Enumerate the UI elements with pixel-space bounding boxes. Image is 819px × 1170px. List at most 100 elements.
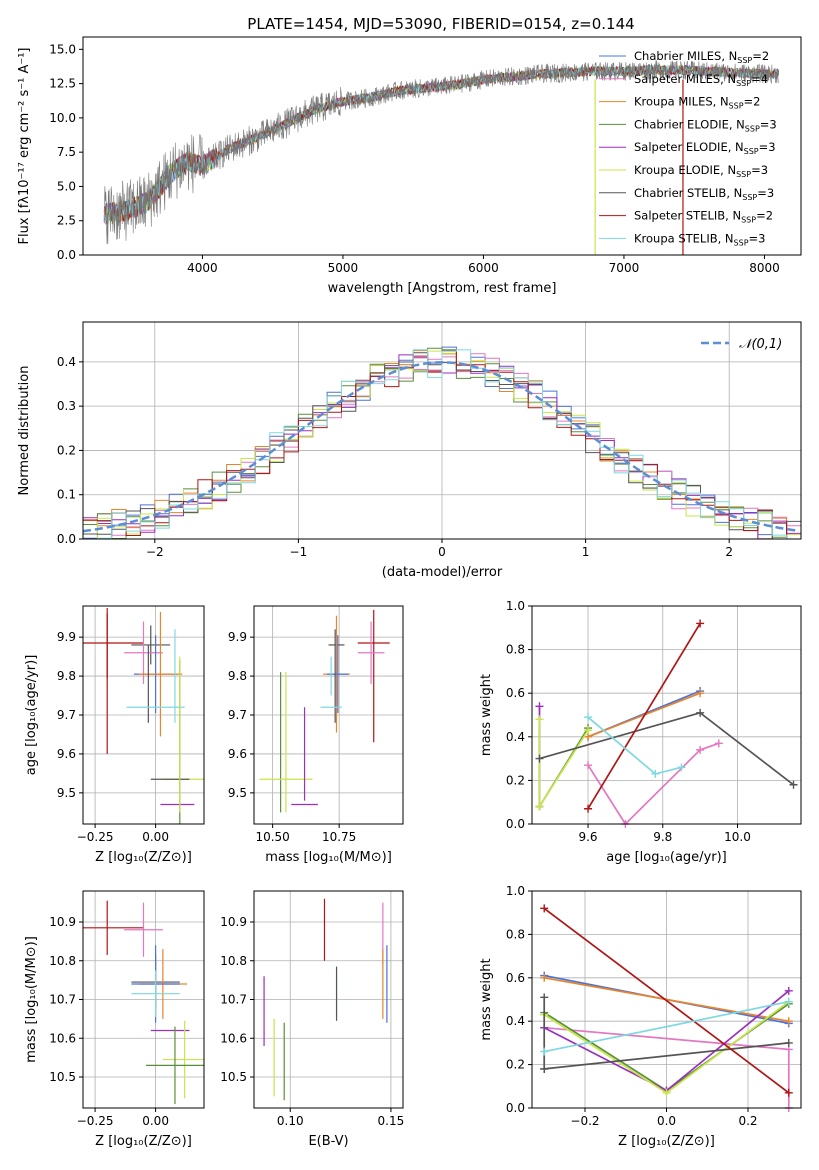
x-tick-label: 10.75 — [322, 830, 356, 844]
y-tick-label: 7.5 — [57, 145, 76, 159]
y-tick-label: 2.5 — [57, 214, 76, 228]
weight-marker-chabrier_stelib — [540, 1064, 549, 1073]
weight-marker-kroupa_stelib — [651, 769, 660, 778]
x-tick-label: 7000 — [609, 261, 640, 275]
axes-mass_vs_ebv: 0.10 0.15 10.5 10.6 10.7 10.8 10.9 E(B-V) — [220, 890, 405, 1149]
y-tick-label: 0.2 — [506, 773, 525, 787]
y-tick-label: 10.9 — [49, 915, 76, 929]
observed-spectrum — [103, 60, 779, 245]
y-tick-label: 10.8 — [220, 954, 247, 968]
x-axis-label: E(B-V) — [308, 1134, 348, 1149]
y-tick-label: 10.7 — [49, 993, 76, 1007]
y-tick-label: 10.0 — [49, 111, 76, 125]
weight-marker-salpeter_stelib — [584, 804, 593, 813]
x-axis-label: age [log₁₀(age/yr)] — [606, 850, 727, 865]
axes-weight_vs_Z: −0.2 0.0 0.2 0.0 0.2 0.4 0.6 0.8 1.0 Z [log₁₀(Z/Z… — [479, 884, 802, 1149]
y-tick-label: 0.3 — [57, 399, 76, 413]
weight-marker-chabrier_stelib — [535, 754, 544, 763]
legend-nssp: =3 — [759, 140, 776, 154]
weight-marker-chabrier_stelib — [540, 993, 549, 1002]
legend-subscript: SSP — [736, 79, 751, 88]
legend-nssp: =3 — [757, 186, 774, 200]
y-tick-label: 9.9 — [228, 630, 247, 644]
axes-age_vs_Z: −0.25 0.00 9.5 9.6 9.7 9.8 9.9 Z [log₁₀(Z/Z⊙)] a… — [24, 605, 205, 865]
y-tick-label: 0.1 — [57, 488, 76, 502]
legend-subscript: SSP — [736, 170, 751, 179]
y-tick-label: 0.0 — [506, 1101, 525, 1115]
weight-marker-kroupa_miles — [696, 689, 705, 698]
axes-mass_vs_Z: −0.25 0.00 10.5 10.6 10.7 10.8 10.9 Z [log₁₀(Z/… — [24, 890, 205, 1149]
weight-line-salpeter_stelib — [587, 622, 701, 810]
y-tick-label: 0.6 — [506, 686, 525, 700]
y-tick-label: 10.6 — [220, 1031, 247, 1045]
figure-title: PLATE=1454, MJD=53090, FIBERID=0154, z=0… — [247, 15, 634, 33]
legend-nssp: =4 — [751, 72, 768, 86]
y-tick-label: 15.0 — [49, 42, 76, 56]
x-tick-label: 9.6 — [578, 830, 597, 844]
x-tick-label: 0.15 — [378, 1114, 405, 1128]
y-tick-label: 10.6 — [49, 1031, 76, 1045]
weight-marker-kroupa_elodie — [535, 802, 544, 811]
weight-line-kroupa_stelib — [587, 716, 682, 775]
y-tick-label: 1.0 — [506, 884, 525, 898]
hist-kroupa_stelib — [83, 349, 801, 539]
y-tick-label: 9.9 — [57, 630, 76, 644]
x-tick-label: 0 — [438, 545, 446, 559]
x-tick-label: 0.0 — [657, 1114, 676, 1128]
y-axis-label: age [log₁₀(age/yr)] — [24, 655, 39, 776]
x-tick-label: −2 — [146, 545, 164, 559]
weight-marker-kroupa_miles — [784, 1017, 793, 1026]
weight-marker-chabrier_stelib — [789, 780, 798, 789]
legend-label-kroupa_miles: Kroupa MILES, NSSP=2 — [634, 95, 760, 111]
y-tick-label: 12.5 — [49, 77, 76, 91]
x-tick-label: 10.50 — [255, 830, 289, 844]
axes-age_vs_mass: 10.50 10.75 9.5 9.6 9.7 9.8 9.9 mass [log₁₀(M/M… — [228, 605, 404, 865]
weight-marker-salpeter_miles — [584, 761, 593, 770]
x-tick-label: 0.2 — [738, 1114, 757, 1128]
legend-label-chabrier_miles: Chabrier MILES, NSSP=2 — [634, 49, 769, 65]
weight-marker-salpeter_miles — [714, 739, 723, 748]
legend-label-kroupa_elodie: Kroupa ELODIE, NSSP=3 — [634, 163, 768, 179]
x-tick-label: 9.8 — [653, 830, 672, 844]
x-axis-label: Z [log₁₀(Z/Z⊙)] — [618, 1134, 715, 1149]
x-tick-label: 5000 — [328, 261, 359, 275]
y-tick-label: 0.6 — [506, 971, 525, 985]
x-tick-label: 4000 — [187, 261, 218, 275]
legend-label-chabrier_elodie: Chabrier ELODIE, NSSP=3 — [634, 117, 777, 133]
y-tick-label: 10.5 — [49, 1070, 76, 1084]
y-axis-label: mass weight — [479, 674, 494, 756]
legend-subscript: SSP — [744, 147, 759, 156]
x-tick-label: 6000 — [468, 261, 499, 275]
legend-nssp: =2 — [752, 49, 769, 63]
weight-marker-kroupa_stelib — [784, 997, 793, 1006]
y-axis-label: Flux [fλ10⁻¹⁷ erg cm⁻² s⁻¹ A⁻¹] — [17, 48, 32, 245]
y-axis-label: mass weight — [479, 958, 494, 1040]
legend-nssp: =3 — [751, 163, 768, 177]
spectrum-legend: Chabrier MILES, NSSP=2 Salpeter MILES, NS… — [599, 49, 777, 247]
y-tick-label: 9.8 — [228, 669, 247, 683]
weight-marker-salpeter_miles — [696, 745, 705, 754]
y-axis-label: Normed distribution — [17, 366, 32, 496]
y-tick-label: 9.5 — [57, 786, 76, 800]
legend-nssp: =2 — [744, 95, 761, 109]
x-tick-label: 1 — [582, 545, 590, 559]
weight-marker-kroupa_elodie — [662, 1088, 671, 1097]
y-tick-label: 10.8 — [49, 954, 76, 968]
legend-subscript: SSP — [745, 124, 760, 133]
weight-marker-kroupa_elodie — [535, 715, 544, 724]
y-tick-label: 0.2 — [57, 443, 76, 457]
weight-marker-kroupa_elodie — [584, 726, 593, 735]
weight-marker-salpeter_stelib — [696, 619, 705, 628]
axes-border — [531, 605, 802, 825]
weight-marker-chabrier_stelib — [696, 708, 705, 717]
weight-line-salpeter_miles — [587, 742, 720, 826]
y-tick-label: 0.0 — [57, 532, 76, 546]
y-tick-label: 0.4 — [506, 1014, 525, 1028]
y-tick-label: 0.2 — [506, 1058, 525, 1072]
legend-nssp: =2 — [756, 209, 773, 223]
y-tick-label: 9.6 — [228, 747, 247, 761]
x-axis-label: wavelength [Angstrom, rest frame] — [328, 281, 557, 296]
legend-subscript: SSP — [737, 56, 752, 65]
y-tick-label: 0.8 — [506, 643, 525, 657]
